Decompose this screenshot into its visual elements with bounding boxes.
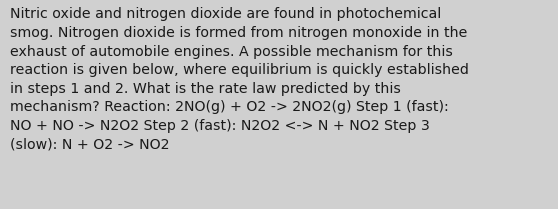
Text: Nitric oxide and nitrogen dioxide are found in photochemical
smog. Nitrogen diox: Nitric oxide and nitrogen dioxide are fo… <box>10 7 469 152</box>
